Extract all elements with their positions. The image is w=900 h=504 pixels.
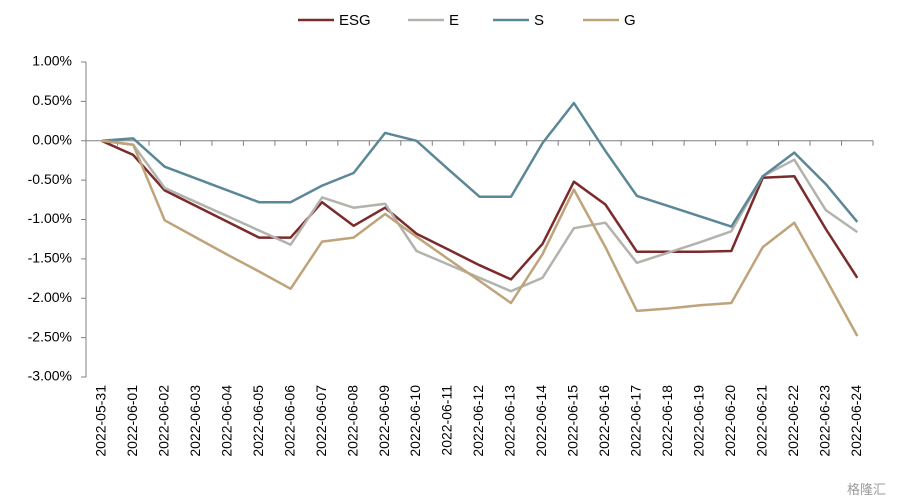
y-tick-label: -1.00% — [28, 210, 72, 226]
x-tick-label: 2022-06-04 — [218, 385, 234, 457]
x-tick-label: 2022-06-05 — [250, 385, 266, 457]
x-tick-label: 2022-06-09 — [376, 385, 392, 457]
watermark-text: 格隆汇 — [846, 483, 886, 498]
x-tick-label: 2022-06-24 — [848, 385, 864, 457]
y-tick-label: 0.50% — [32, 92, 72, 108]
y-tick-label: -2.00% — [28, 289, 72, 305]
legend: ESG E S G — [298, 12, 636, 29]
legend-item-e: E — [408, 12, 459, 29]
y-tick-label: -3.00% — [28, 368, 72, 384]
x-tick-label: 2022-06-19 — [691, 385, 707, 457]
x-tick-label: 2022-06-03 — [187, 385, 203, 457]
series-line-g — [101, 139, 859, 337]
series-line-s — [101, 101, 859, 228]
legend-label: E — [449, 12, 459, 29]
x-tick-label: 2022-06-07 — [313, 385, 329, 457]
legend-label: S — [534, 12, 544, 29]
y-tick-label: 1.00% — [32, 53, 72, 69]
legend-item-g: G — [583, 12, 636, 29]
legend-item-s: S — [493, 12, 544, 29]
x-tick-label: 2022-06-06 — [281, 385, 297, 457]
x-tick-label: 2022-06-22 — [785, 385, 801, 457]
series-line-esg — [101, 139, 859, 281]
y-tick-label: -2.50% — [28, 328, 72, 344]
x-tick-label: 2022-06-10 — [407, 385, 423, 457]
x-tick-label: 2022-06-01 — [124, 385, 140, 457]
x-tick-label: 2022-06-16 — [596, 385, 612, 457]
legend-item-esg: ESG — [298, 12, 371, 29]
x-tick-label: 2022-06-21 — [754, 385, 770, 457]
x-tick-label: 2022-06-02 — [155, 385, 171, 457]
x-tick-label: 2022-06-20 — [722, 385, 738, 457]
watermark: 格隆汇 — [847, 479, 886, 498]
series-line-e — [101, 139, 859, 293]
x-tick-label: 2022-05-31 — [92, 385, 108, 457]
y-tick-label: 0.00% — [32, 131, 72, 147]
x-tick-label: 2022-06-13 — [502, 385, 518, 457]
legend-label: G — [624, 12, 636, 29]
x-tick-label: 2022-06-23 — [816, 385, 832, 457]
x-tick-label: 2022-06-18 — [659, 385, 675, 457]
y-tick-label: -0.50% — [28, 171, 72, 187]
x-tick-label: 2022-06-11 — [439, 385, 455, 456]
x-tick-label: 2022-06-08 — [344, 385, 360, 457]
y-axis: 1.00% 0.50% 0.00% -0.50% -1.00% -1.50% -2.00% -… — [28, 53, 87, 384]
x-tick-label: 2022-06-14 — [533, 385, 549, 457]
x-axis: 2022-05-31 2022-06-01 2022-06-02 2022-06-03… — [85, 140, 874, 457]
legend-label: ESG — [339, 12, 371, 29]
y-tick-label: -1.50% — [28, 250, 72, 266]
x-tick-label: 2022-06-17 — [628, 385, 644, 457]
x-tick-label: 2022-06-12 — [470, 385, 486, 457]
plot-area — [101, 101, 859, 337]
x-tick-label: 2022-06-15 — [565, 385, 581, 457]
